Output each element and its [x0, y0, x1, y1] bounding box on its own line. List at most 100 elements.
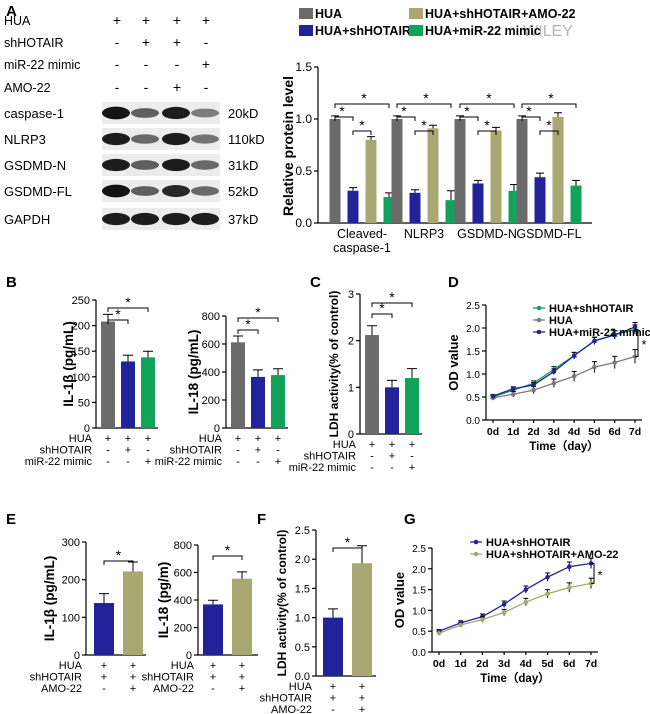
- blot-band: [162, 106, 190, 120]
- y-tick-label: 200: [174, 623, 192, 635]
- y-tick-label: 0.5: [295, 164, 312, 178]
- error-bar: [367, 325, 377, 336]
- blot-size-label: 31kD: [228, 158, 258, 173]
- y-tick-label: 400: [174, 595, 192, 607]
- x-category-label: caspase-1: [333, 241, 391, 255]
- legend-swatch: [409, 25, 423, 36]
- blot-protein-label: GAPDH: [4, 212, 50, 227]
- blot-condition-mark: -: [175, 56, 180, 72]
- significance-star: *: [526, 103, 532, 119]
- significance-bracket: [521, 116, 541, 121]
- y-tick-label: 400: [202, 367, 220, 379]
- y-tick-label: 0: [84, 423, 90, 435]
- condition-label: HUA: [199, 433, 223, 445]
- y-tick-label: 2.5: [466, 301, 480, 312]
- condition-mark: -: [236, 445, 240, 457]
- blot-band: [191, 134, 219, 144]
- blot-protein-label: GSDMD-N: [4, 158, 66, 173]
- significance-star: *: [116, 547, 122, 563]
- significance-star: *: [546, 117, 552, 133]
- y-tick-label: 2: [348, 336, 354, 348]
- condition-label: shHOTAIR: [170, 445, 222, 457]
- data-point: [458, 622, 464, 628]
- y-tick-label: 600: [174, 568, 192, 580]
- x-category-label: GSDMD-FL: [516, 227, 581, 241]
- blot-condition-label: miR-22 mimic: [4, 58, 80, 72]
- condition-mark: +: [105, 433, 111, 445]
- series-hua-shhotair: HUA+shHOTAIR: [436, 537, 594, 634]
- panel-label-f: F: [257, 511, 266, 528]
- panel-label-d: D: [448, 274, 459, 291]
- significance-star: *: [339, 103, 345, 119]
- data-point: [632, 324, 638, 330]
- condition-mark: +: [235, 433, 241, 445]
- x-tick-label: 0d: [433, 658, 445, 670]
- y-tick-label: 1.0: [295, 112, 312, 126]
- condition-label: miR-22 mimic: [289, 462, 357, 474]
- watermark-text: WILEY: [523, 23, 573, 40]
- condition-mark: -: [410, 451, 414, 463]
- blot-band: [162, 158, 190, 172]
- significance-star: *: [401, 103, 407, 119]
- bar-hua: [516, 119, 528, 223]
- condition-mark: -: [390, 462, 394, 474]
- blot-row-nlrp3: [102, 128, 220, 150]
- error-bar: [237, 571, 247, 579]
- condition-mark: +: [409, 462, 415, 474]
- condition-label: HUA: [289, 681, 313, 693]
- significance-star: *: [421, 117, 427, 133]
- blot-protein-label: caspase-1: [4, 106, 64, 121]
- y-tick-label: 0.0: [295, 216, 312, 230]
- bar-hua: [365, 335, 379, 434]
- blot-band: [191, 108, 219, 118]
- y-tick-label: 600: [202, 339, 220, 351]
- bar-hua-mir-22-mimic: [271, 375, 285, 428]
- bar-hua-shhotair: [472, 183, 484, 223]
- significance-bracket: [332, 547, 363, 552]
- data-point: [612, 360, 618, 365]
- condition-mark: +: [101, 660, 107, 672]
- legend-entry: HUA: [549, 315, 573, 327]
- data-point: [436, 630, 442, 636]
- bar-hua: [391, 119, 403, 223]
- condition-mark: -: [236, 456, 240, 468]
- significance-star: *: [115, 306, 121, 322]
- legend-marker: [536, 305, 542, 311]
- condition-mark: -: [146, 445, 150, 457]
- blot-condition-mark: +: [202, 12, 210, 28]
- condition-mark: +: [145, 433, 151, 445]
- x-category-label: NLRP3: [404, 227, 444, 241]
- data-point: [510, 391, 516, 397]
- bar-hua-mir-22-mimic: [405, 378, 419, 434]
- significance-star: *: [389, 289, 395, 305]
- condition-mark: +: [359, 681, 365, 693]
- error-bar: [536, 172, 544, 178]
- significance-bracket: [635, 328, 639, 358]
- significance-bracket: [371, 313, 393, 318]
- significance-star: *: [484, 117, 490, 133]
- y-tick-label: 0: [348, 429, 354, 441]
- bar-hua-shhotair: [409, 192, 421, 223]
- x-tick-label: 0d: [487, 426, 499, 438]
- blot-condition-mark: -: [144, 79, 149, 95]
- significance-star: *: [464, 103, 470, 119]
- condition-mark: -: [106, 456, 110, 468]
- y-tick-label: 800: [202, 311, 220, 323]
- bar-hua-shhotair: [323, 617, 343, 676]
- condition-mark: +: [255, 433, 261, 445]
- chart-f-ldh: 0.0 0.5 1.0 1.5 2.0 2.5 LDH activity(% of cont…: [260, 525, 376, 714]
- y-tick-label: 1: [348, 382, 354, 394]
- data-point: [571, 374, 577, 379]
- x-tick-label: 4d: [520, 658, 532, 670]
- blot-band: [102, 184, 130, 198]
- panel-label-b: B: [6, 274, 17, 291]
- condition-mark: -: [276, 445, 280, 457]
- y-tick-label: 200: [62, 575, 80, 587]
- error-bar: [367, 136, 375, 140]
- bar-hua-mir-22-mimic: [570, 185, 582, 223]
- error-bar: [273, 368, 283, 376]
- y-tick-label: 800: [174, 540, 192, 552]
- significance-bracket: [459, 116, 479, 121]
- significance-star: *: [361, 90, 367, 106]
- significance-star: *: [423, 90, 429, 106]
